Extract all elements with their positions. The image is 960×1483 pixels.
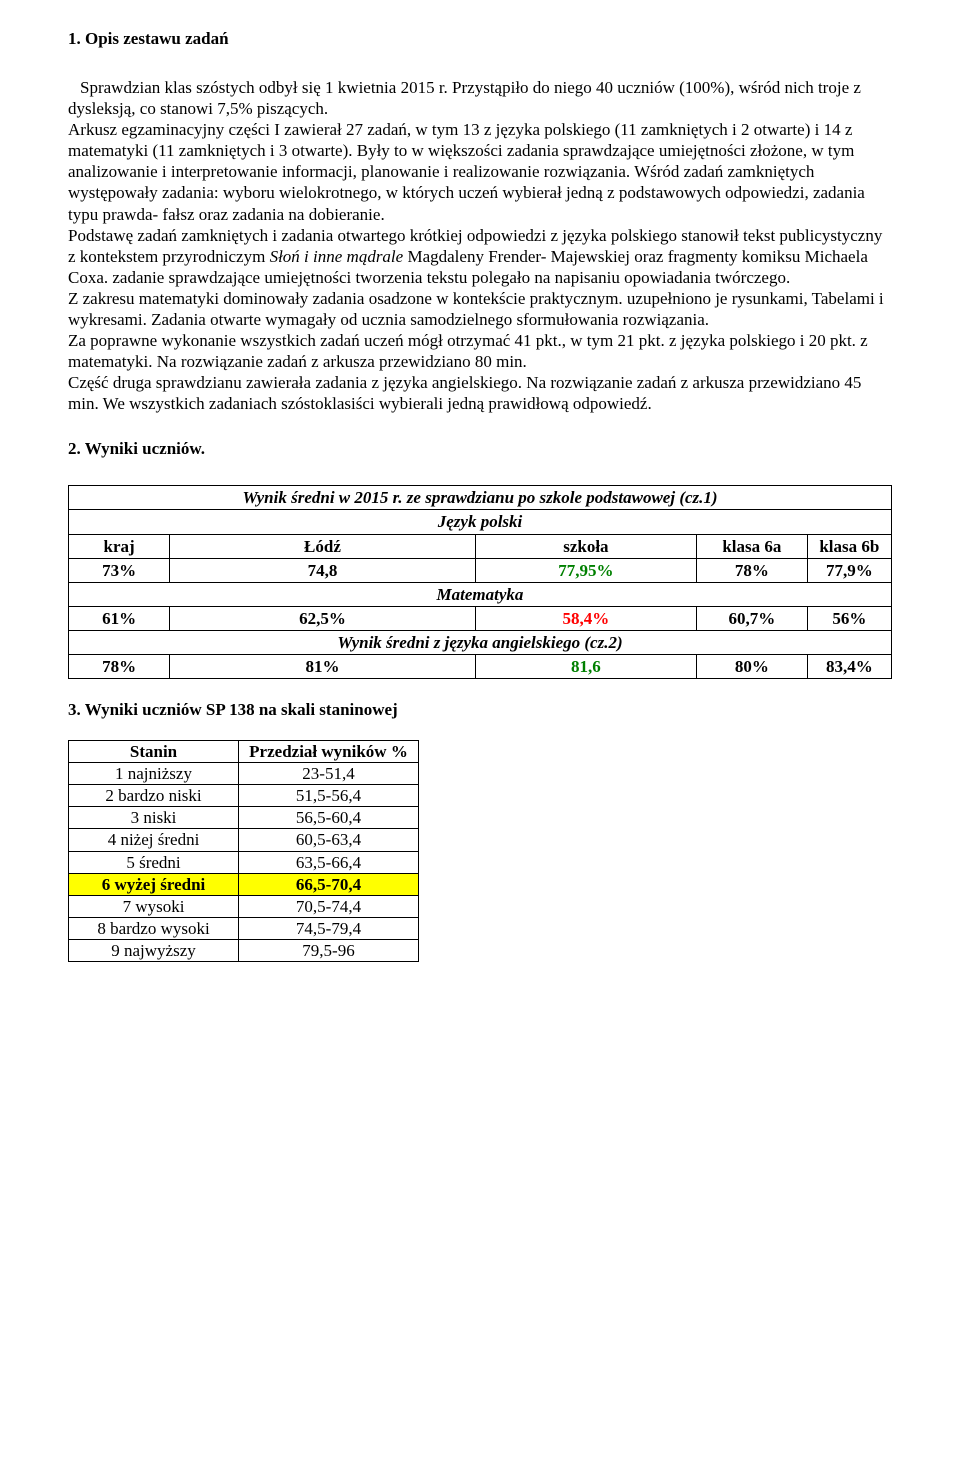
section-3-title: Wyniki uczniów SP 138 na skali staninowe… xyxy=(85,700,398,719)
col-kraj: kraj xyxy=(69,534,170,558)
cell-szkola-eng: 81,6 xyxy=(475,654,696,678)
stanin-row: 8 bardzo wysoki74,5-79,4 xyxy=(69,917,419,939)
section-3-number: 3. xyxy=(68,700,81,719)
cell: 60,5-63,4 xyxy=(239,829,419,851)
row-eng: 78% 81% 81,6 80% 83,4% xyxy=(69,654,892,678)
cell: 66,5-70,4 xyxy=(239,873,419,895)
cell: 23-51,4 xyxy=(239,763,419,785)
column-headers-row: kraj Łódź szkoła klasa 6a klasa 6b xyxy=(69,534,892,558)
cell: 78% xyxy=(69,654,170,678)
subject-eng: Wynik średni z języka angielskiego (cz.2… xyxy=(69,630,892,654)
section-1-text-b: Magdaleny Frender- Majewskiej oraz fragm… xyxy=(68,247,884,414)
cell-szkola-math: 58,4% xyxy=(475,606,696,630)
stanin-head-b: Przedział wyników % xyxy=(239,741,419,763)
cell: 61% xyxy=(69,606,170,630)
section-1-italic-title: Słoń i inne mądrale xyxy=(270,247,404,266)
cell: 8 bardzo wysoki xyxy=(69,917,239,939)
cell: 56% xyxy=(807,606,891,630)
cell: 81% xyxy=(170,654,476,678)
cell: 74,5-79,4 xyxy=(239,917,419,939)
stanin-row: 5 średni63,5-66,4 xyxy=(69,851,419,873)
cell: 2 bardzo niski xyxy=(69,785,239,807)
col-6a-text: klasa 6a xyxy=(722,537,781,556)
cell: 60,7% xyxy=(697,606,808,630)
col-6b: klasa 6b xyxy=(807,534,891,558)
cell: 74,8 xyxy=(170,558,476,582)
subject-math: Matematyka xyxy=(69,582,892,606)
section-2-heading: 2. Wyniki uczniów. xyxy=(68,438,892,459)
cell: 70,5-74,4 xyxy=(239,895,419,917)
stanin-head-b-text: Przedział wyników % xyxy=(249,742,408,761)
results-table: Wynik średni w 2015 r. ze sprawdzianu po… xyxy=(68,485,892,679)
stanin-header-row: Stanin Przedział wyników % xyxy=(69,741,419,763)
section-3-heading: 3. Wyniki uczniów SP 138 na skali stanin… xyxy=(68,699,892,720)
cell: 83,4% xyxy=(807,654,891,678)
cell: 80% xyxy=(697,654,808,678)
cell: 56,5-60,4 xyxy=(239,807,419,829)
cell: 77,9% xyxy=(807,558,891,582)
cell: 73% xyxy=(69,558,170,582)
subject-row-math: Matematyka xyxy=(69,582,892,606)
section-1-heading: 1. Opis zestawu zadań xyxy=(68,28,892,49)
subject-row-eng: Wynik średni z języka angielskiego (cz.2… xyxy=(69,630,892,654)
stanin-table: Stanin Przedział wyników % 1 najniższy23… xyxy=(68,740,419,962)
cell: 51,5-56,4 xyxy=(239,785,419,807)
stanin-row: 4 niżej średni60,5-63,4 xyxy=(69,829,419,851)
section-1-number: 1. xyxy=(68,29,81,48)
stanin-row: 9 najwyższy79,5-96 xyxy=(69,939,419,961)
stanin-head-a: Stanin xyxy=(69,741,239,763)
cell: 6 wyżej średni xyxy=(69,873,239,895)
document-page: 1. Opis zestawu zadań Sprawdzian klas sz… xyxy=(0,0,960,1002)
stanin-row: 2 bardzo niski51,5-56,4 xyxy=(69,785,419,807)
subject-row-polish: Język polski xyxy=(69,510,892,534)
row-math: 61% 62,5% 58,4% 60,7% 56% xyxy=(69,606,892,630)
stanin-row: 3 niski56,5-60,4 xyxy=(69,807,419,829)
cell: 9 najwyższy xyxy=(69,939,239,961)
cell: 1 najniższy xyxy=(69,763,239,785)
cell: 79,5-96 xyxy=(239,939,419,961)
cell: 5 średni xyxy=(69,851,239,873)
col-6b-text: klasa 6b xyxy=(819,537,879,556)
section-2-title: Wyniki uczniów. xyxy=(85,439,205,458)
stanin-row: 7 wysoki70,5-74,4 xyxy=(69,895,419,917)
stanin-row-highlight: 6 wyżej średni66,5-70,4 xyxy=(69,873,419,895)
cell: 4 niżej średni xyxy=(69,829,239,851)
section-1-body: Sprawdzian klas szóstych odbył się 1 kwi… xyxy=(68,77,892,414)
table-title: Wynik średni w 2015 r. ze sprawdzianu po… xyxy=(69,486,892,510)
table-title-row: Wynik średni w 2015 r. ze sprawdzianu po… xyxy=(69,486,892,510)
section-2-number: 2. xyxy=(68,439,81,458)
cell: 62,5% xyxy=(170,606,476,630)
section-1-para-a: Sprawdzian klas szóstych odbył się 1 kwi… xyxy=(68,77,892,414)
col-lodz: Łódź xyxy=(170,534,476,558)
row-polish: 73% 74,8 77,95% 78% 77,9% xyxy=(69,558,892,582)
cell: 78% xyxy=(697,558,808,582)
col-6a: klasa 6a xyxy=(697,534,808,558)
subject-polish: Język polski xyxy=(69,510,892,534)
cell: 7 wysoki xyxy=(69,895,239,917)
cell: 63,5-66,4 xyxy=(239,851,419,873)
cell: 3 niski xyxy=(69,807,239,829)
section-1-title: Opis zestawu zadań xyxy=(85,29,229,48)
section-1-text-a: Sprawdzian klas szóstych odbył się 1 kwi… xyxy=(68,78,882,266)
cell-szkola-polish: 77,95% xyxy=(475,558,696,582)
col-szkola: szkoła xyxy=(475,534,696,558)
stanin-row: 1 najniższy23-51,4 xyxy=(69,763,419,785)
